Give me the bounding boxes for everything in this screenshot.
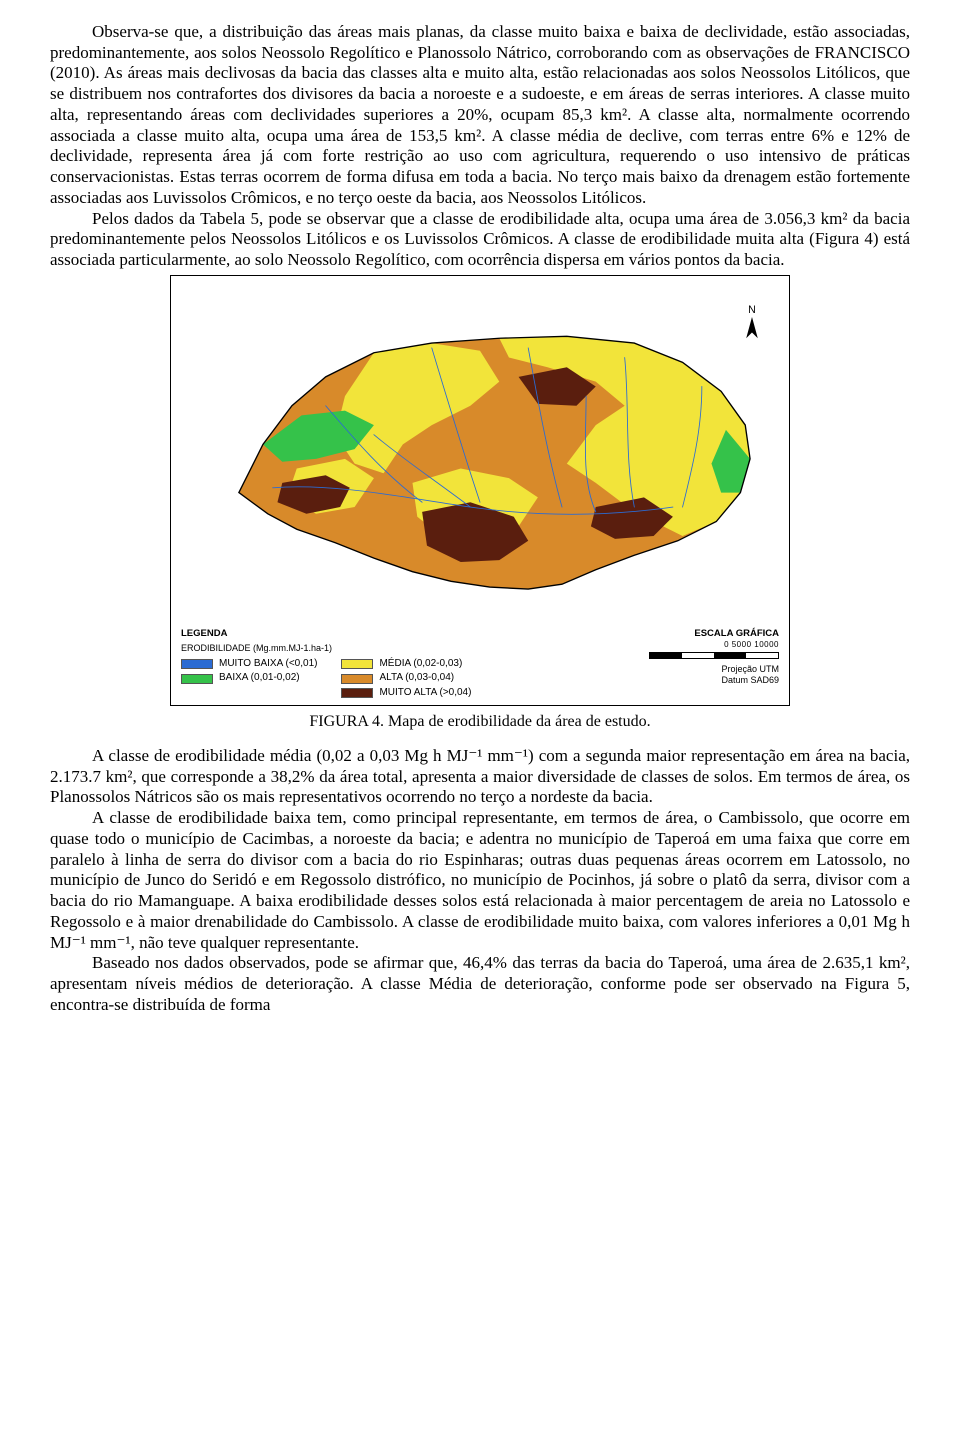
legend-label: MUITO BAIXA (<0,01): [219, 658, 317, 671]
figure-4: N LEGENDA ERODIBILIDADE (Mg.mm.MJ-1.ha-1…: [50, 275, 910, 732]
legend-swatch-icon: [341, 659, 373, 669]
scale-title: ESCALA GRÁFICA: [649, 628, 779, 640]
para-4: A classe de erodibilidade baixa tem, com…: [50, 808, 910, 953]
para-2: Pelos dados da Tabela 5, pode se observa…: [50, 209, 910, 271]
legend-label: BAIXA (0,01-0,02): [219, 672, 300, 685]
map-canvas: N: [181, 284, 779, 624]
legend-left: LEGENDA ERODIBILIDADE (Mg.mm.MJ-1.ha-1) …: [181, 628, 471, 700]
legend-swatch-icon: [341, 688, 373, 698]
legend-row: LEGENDA ERODIBILIDADE (Mg.mm.MJ-1.ha-1) …: [181, 628, 779, 700]
projection-line-2: Datum SAD69: [649, 675, 779, 686]
legend-swatch-icon: [181, 659, 213, 669]
scale-ticks: 0 5000 10000: [649, 640, 779, 650]
scale-bar-icon: [649, 652, 779, 659]
figure-caption: FIGURA 4. Mapa de erodibilidade da área …: [50, 712, 910, 732]
para-3: A classe de erodibilidade média (0,02 a …: [50, 746, 910, 808]
legend-label: ALTA (0,03-0,04): [379, 672, 454, 685]
legend-item: BAIXA (0,01-0,02): [181, 672, 317, 685]
legend-subtitle: ERODIBILIDADE (Mg.mm.MJ-1.ha-1): [181, 643, 471, 654]
projection-line-1: Projeção UTM: [649, 664, 779, 675]
map-frame: N LEGENDA ERODIBILIDADE (Mg.mm.MJ-1.ha-1…: [170, 275, 790, 707]
legend-swatch-icon: [341, 674, 373, 684]
svg-text:N: N: [748, 304, 756, 316]
para-1: Observa-se que, a distribuição das áreas…: [50, 22, 910, 209]
legend-label: MÉDIA (0,02-0,03): [379, 658, 462, 671]
legend-item: MUITO ALTA (>0,04): [341, 687, 471, 700]
legend-item: MÉDIA (0,02-0,03): [341, 658, 471, 671]
para-5: Baseado nos dados observados, pode se af…: [50, 953, 910, 1015]
legend-swatch-icon: [181, 674, 213, 684]
legend-title: LEGENDA: [181, 628, 471, 640]
compass-icon: N: [746, 304, 758, 338]
legend-item: ALTA (0,03-0,04): [341, 672, 471, 685]
legend-label: MUITO ALTA (>0,04): [379, 687, 471, 700]
legend-item: MUITO BAIXA (<0,01): [181, 658, 317, 671]
legend-right: ESCALA GRÁFICA 0 5000 10000 Projeção UTM…: [649, 628, 779, 687]
